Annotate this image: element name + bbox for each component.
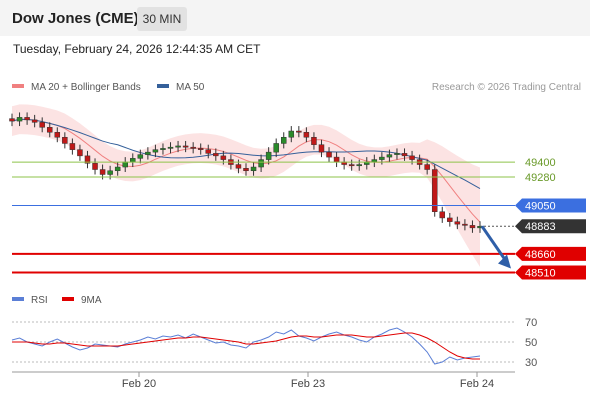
candle-body bbox=[348, 164, 355, 167]
candle-body bbox=[145, 151, 151, 155]
forecast-arrow-head bbox=[498, 254, 511, 269]
candle-body bbox=[24, 117, 30, 121]
osc-tick-1: 50 bbox=[525, 337, 537, 349]
candle-body bbox=[99, 169, 106, 175]
forecast-arrow-shaft bbox=[480, 225, 509, 264]
timestamp: Tuesday, February 24, 2026 12:44:35 AM C… bbox=[13, 42, 261, 56]
candle-body bbox=[409, 155, 415, 160]
level-tag-5 bbox=[515, 265, 586, 280]
candle-body bbox=[326, 151, 332, 158]
candle-body bbox=[77, 149, 83, 157]
candle-body bbox=[130, 158, 136, 163]
candle-body bbox=[190, 146, 196, 149]
osc-legend-label-1: 9MA bbox=[81, 295, 102, 306]
legend-swatch-0 bbox=[12, 84, 24, 88]
rsi-ma9-line bbox=[12, 332, 480, 360]
candle-body bbox=[401, 153, 408, 157]
candle-body bbox=[46, 127, 53, 133]
level-label-3: 48883 bbox=[525, 221, 556, 233]
level-label-2: 49050 bbox=[525, 201, 556, 213]
candle-body bbox=[296, 130, 302, 133]
osc-legend-swatch-0 bbox=[12, 297, 24, 301]
candle-body bbox=[62, 136, 68, 144]
candle-body bbox=[394, 153, 400, 155]
candle-body bbox=[303, 132, 310, 138]
candle-body bbox=[152, 149, 159, 153]
current-price-tag bbox=[515, 219, 586, 234]
candle-body bbox=[447, 217, 453, 222]
candle-body bbox=[182, 145, 189, 148]
osc-legend-swatch-1 bbox=[62, 297, 74, 301]
candle-body bbox=[243, 168, 249, 172]
x-tick-2: Feb 24 bbox=[460, 378, 494, 390]
ma20-line bbox=[11, 118, 481, 223]
x-tick-0: Feb 20 bbox=[122, 378, 156, 390]
timeframe-badge[interactable]: 30 MIN bbox=[137, 7, 187, 31]
candle-body bbox=[114, 166, 121, 172]
osc-tick-0: 70 bbox=[525, 317, 537, 329]
candle-body bbox=[16, 117, 23, 122]
x-tick-1: Feb 23 bbox=[291, 378, 325, 390]
level-label-0: 49400 bbox=[525, 157, 556, 169]
bollinger-band bbox=[12, 104, 480, 267]
osc-legend-label-0: RSI bbox=[31, 295, 48, 306]
candle-body bbox=[250, 166, 257, 172]
candle-body bbox=[39, 122, 45, 128]
chart-header: Dow Jones (CME) 30 MIN bbox=[0, 0, 590, 36]
legend-label-1: MA 50 bbox=[176, 82, 205, 93]
level-label-1: 49280 bbox=[525, 172, 556, 184]
candle-body bbox=[258, 159, 264, 168]
candle-body bbox=[54, 132, 61, 138]
candle-body bbox=[31, 119, 38, 123]
legend-swatch-1 bbox=[157, 84, 169, 88]
candle-body bbox=[160, 148, 166, 150]
candle-body bbox=[167, 146, 174, 149]
candle-body bbox=[469, 225, 476, 229]
candle-body bbox=[318, 144, 325, 153]
osc-tick-2: 30 bbox=[525, 357, 537, 369]
candle-body bbox=[205, 149, 212, 154]
level-tag-4 bbox=[515, 246, 586, 261]
candle-body bbox=[379, 156, 385, 160]
candle-body bbox=[92, 163, 98, 170]
candle-body bbox=[122, 161, 128, 168]
legend-label-0: MA 20 + Bollinger Bands bbox=[31, 82, 141, 93]
candle-body bbox=[462, 223, 468, 226]
candle-body bbox=[175, 145, 181, 148]
candle-body bbox=[84, 155, 91, 164]
candle-body bbox=[356, 164, 362, 167]
candle-body bbox=[311, 136, 317, 145]
candle-body bbox=[288, 130, 295, 138]
credit-text: Research © 2026 Trading Central bbox=[432, 82, 581, 93]
candle-body bbox=[439, 211, 446, 219]
candle-body bbox=[107, 170, 113, 175]
rsi-line bbox=[11, 327, 481, 365]
candle-body bbox=[265, 151, 272, 160]
level-label-5: 48510 bbox=[525, 268, 556, 280]
candle-body bbox=[9, 118, 15, 122]
candle-body bbox=[197, 148, 204, 150]
candle-body bbox=[386, 154, 393, 158]
instrument-title: Dow Jones (CME) bbox=[12, 10, 139, 27]
candle-body bbox=[213, 153, 219, 157]
candle-body bbox=[454, 221, 461, 225]
level-tag-2 bbox=[515, 198, 586, 213]
candle-body bbox=[137, 154, 144, 159]
candle-body bbox=[333, 156, 340, 163]
level-label-4: 48660 bbox=[525, 249, 556, 261]
candle-body bbox=[273, 143, 279, 153]
candle-body bbox=[235, 164, 242, 169]
candle-body bbox=[424, 164, 430, 170]
candle-body bbox=[280, 136, 287, 144]
candle-body bbox=[69, 143, 76, 150]
candle-body bbox=[431, 169, 438, 212]
candle-body bbox=[220, 155, 227, 160]
